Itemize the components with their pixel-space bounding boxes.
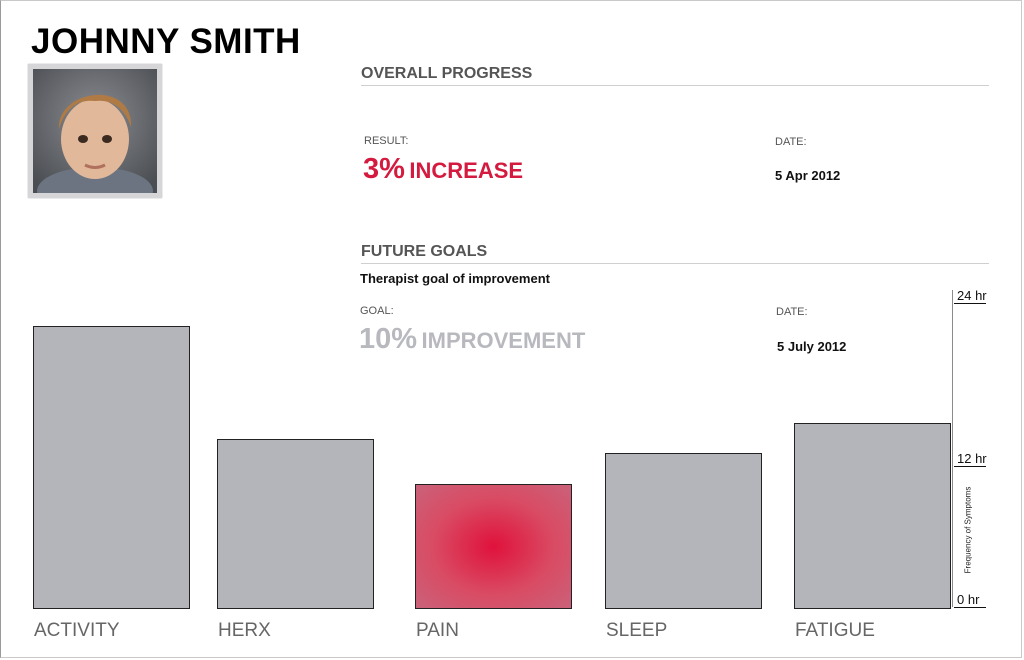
category-label-fatigue: FATIGUE: [795, 620, 875, 641]
patient-name: JOHNNY SMITH: [31, 22, 301, 61]
result-text: INCREASE: [409, 158, 524, 183]
y-tick-24: [954, 303, 986, 304]
result-date-label: DATE:: [775, 136, 807, 148]
result-display: 3% INCREASE: [363, 153, 523, 186]
y-tick-0: [954, 607, 986, 608]
category-label-herx: HERX: [218, 620, 271, 641]
result-value: 3%: [363, 153, 405, 185]
patient-photo: [28, 64, 162, 198]
y-axis-line: [952, 290, 953, 607]
bar-pain: [415, 484, 572, 609]
goal-text: IMPROVEMENT: [421, 328, 586, 353]
future-goals-subtitle: Therapist goal of improvement: [360, 271, 550, 286]
y-tick-label-0: 0 hr: [957, 592, 980, 607]
goal-value: 10%: [359, 323, 418, 355]
category-label-pain: PAIN: [416, 620, 459, 641]
overall-progress-title: OVERALL PROGRESS: [361, 65, 989, 86]
category-label-activity: ACTIVITY: [34, 620, 120, 641]
goal-date: 5 July 2012: [777, 339, 847, 354]
goal-label: GOAL:: [360, 305, 394, 317]
y-tick-label-24: 24 hr: [957, 288, 987, 303]
bar-herx: [217, 439, 374, 609]
y-tick-label-12: 12 hr: [957, 451, 987, 466]
goal-display: 10% IMPROVEMENT: [359, 323, 585, 356]
goal-date-label: DATE:: [776, 306, 808, 318]
bar-sleep: [605, 453, 762, 609]
result-label: RESULT:: [364, 135, 409, 147]
category-label-sleep: SLEEP: [606, 620, 668, 641]
bar-fatigue: [794, 423, 951, 609]
y-axis-title: Frequency of Symptoms: [963, 486, 973, 574]
y-tick-12: [954, 466, 986, 467]
result-date: 5 Apr 2012: [775, 168, 841, 183]
bar-activity: [33, 326, 190, 609]
future-goals-title: FUTURE GOALS: [361, 243, 989, 264]
